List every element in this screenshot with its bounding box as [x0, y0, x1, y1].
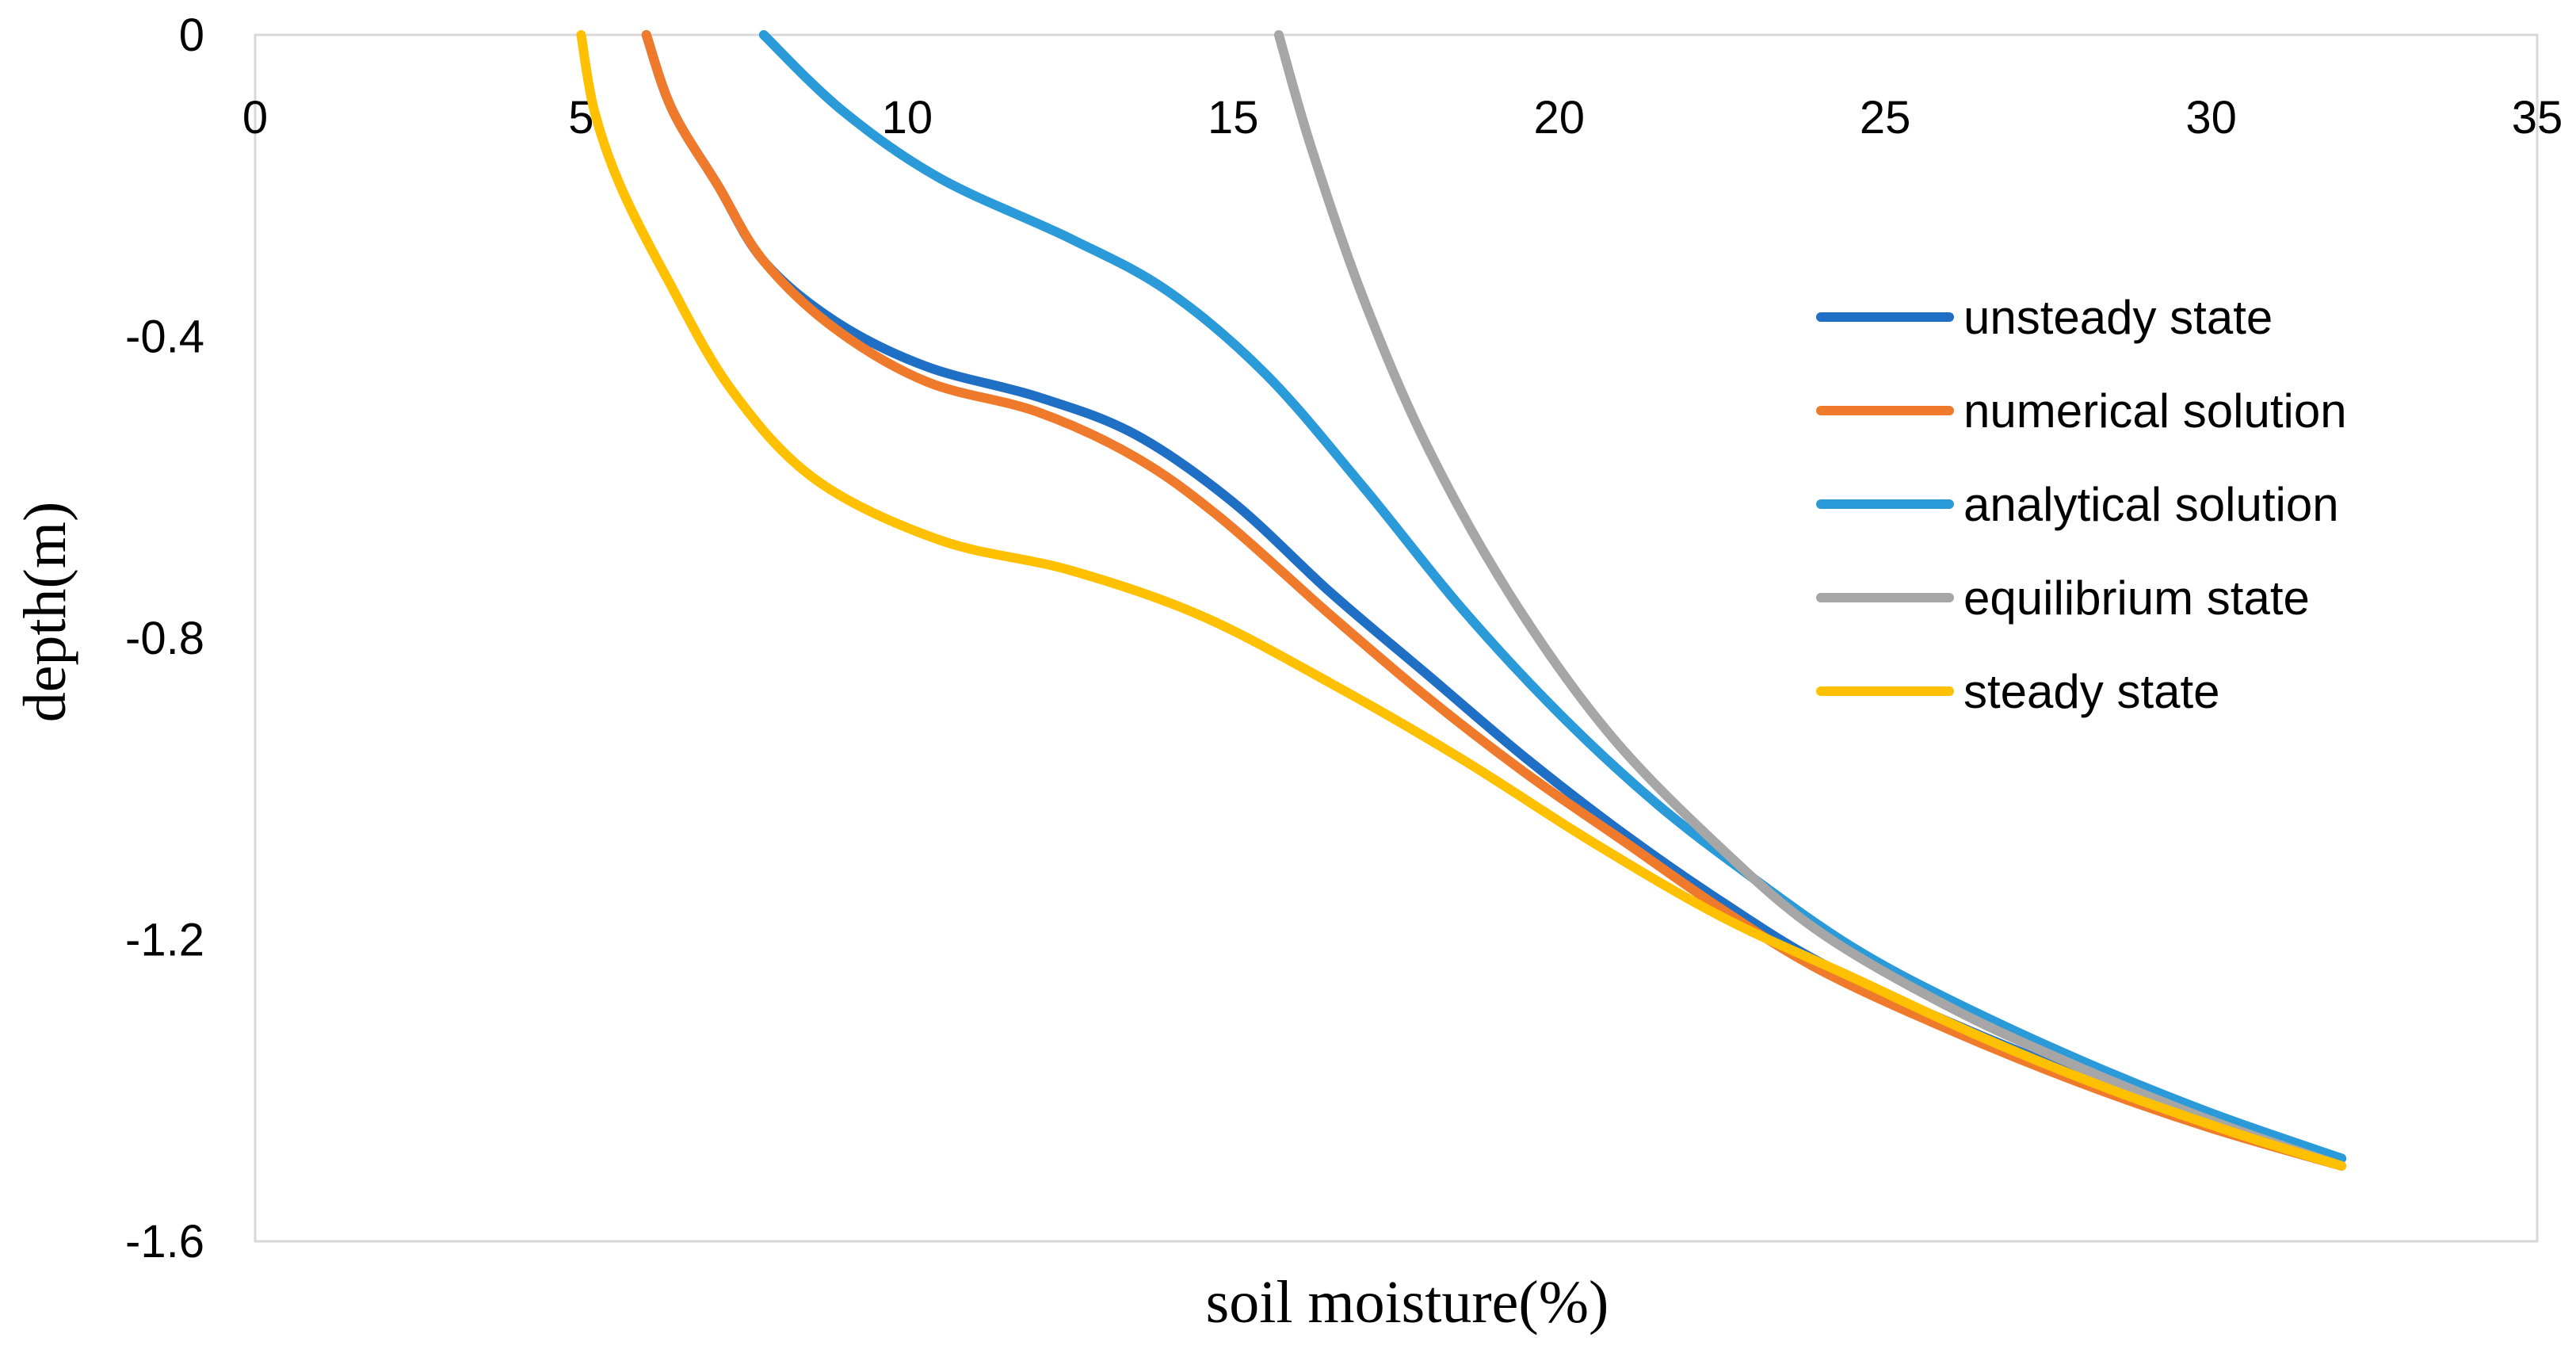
x-tick-label: 10 — [882, 92, 933, 143]
x-tick-label: 20 — [1533, 92, 1585, 143]
x-tick-label: 35 — [2512, 92, 2563, 143]
y-tick-label: -1.6 — [125, 1216, 204, 1267]
y-tick-label: -1.2 — [125, 915, 204, 966]
x-tick-label: 0 — [242, 92, 268, 143]
series-line-analytical-solution — [758, 30, 2347, 1164]
series-line-steady-state — [576, 30, 2347, 1171]
y-axis-ticks: 0 -0.4 -0.8 -1.2 -1.6 — [125, 10, 204, 1267]
y-tick-label: -0.4 — [125, 312, 204, 363]
x-tick-label: 15 — [1208, 92, 1259, 143]
x-tick-label: 25 — [1860, 92, 1911, 143]
plot-area — [254, 33, 2539, 1243]
legend-label-equilibrium-state: equilibrium state — [1963, 572, 2310, 625]
legend-label-steady-state: steady state — [1963, 665, 2220, 718]
x-tick-label: 30 — [2185, 92, 2237, 143]
legend-label-numerical-solution: numerical solution — [1963, 384, 2347, 438]
legend: unsteady state numerical solution analytic… — [1816, 291, 2347, 718]
series-lines — [576, 30, 2347, 1171]
y-axis-title: depth(m) — [12, 502, 78, 723]
y-tick-label: 0 — [179, 10, 204, 61]
legend-label-analytical-solution: analytical solution — [1963, 478, 2339, 531]
x-axis-title: soil moisture(%) — [1206, 1269, 1609, 1336]
y-tick-label: -0.8 — [125, 613, 204, 664]
legend-label-unsteady-state: unsteady state — [1963, 291, 2273, 344]
series-line-equilibrium-state — [1273, 30, 2347, 1171]
series-line-numerical-solution — [641, 30, 2347, 1171]
